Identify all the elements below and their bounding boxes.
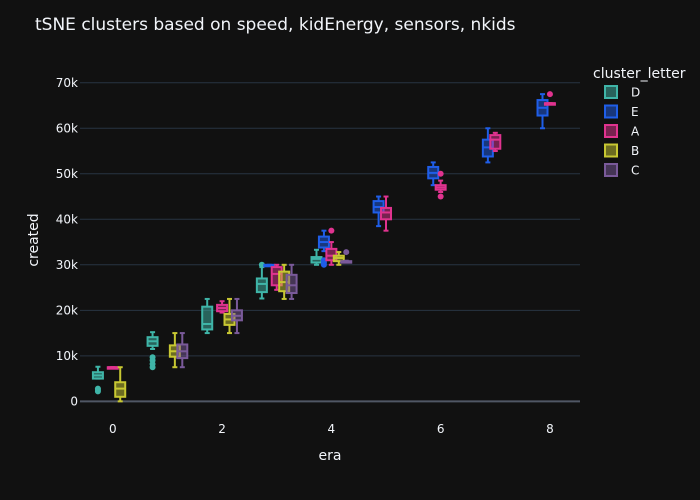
x-axis-title: era (319, 448, 342, 464)
box-A-era-4 (325, 227, 338, 266)
box-A-era-7 (489, 131, 502, 153)
box-C-era-4 (340, 249, 353, 264)
outlier-point (437, 170, 444, 177)
legend-swatch (604, 85, 618, 99)
legend-title: cluster_letter (593, 66, 686, 82)
box-body (201, 305, 214, 331)
y-axis-ticks: 0 10k 20k 30k 40k 50k 60k 70k (56, 76, 78, 409)
box-D-era-4 (310, 248, 323, 266)
x-tick-label: 4 (328, 422, 336, 436)
y-tick-label: 60k (56, 121, 78, 135)
box-E-era-6 (427, 161, 440, 187)
outlier-point (343, 249, 350, 256)
y-tick-label: 30k (56, 258, 78, 272)
y-tick-label: 10k (56, 349, 78, 363)
box-D-era-3 (255, 261, 268, 300)
chart-title: tSNE clusters based on speed, kidEnergy,… (35, 15, 516, 35)
x-tick-label: 2 (218, 422, 226, 436)
legend-item-D[interactable]: D (604, 85, 640, 100)
box-body (489, 134, 502, 150)
box-E-era-5 (372, 195, 385, 228)
legend-swatch (604, 104, 618, 119)
legend-label: D (631, 86, 640, 100)
x-tick-label: 0 (109, 422, 117, 436)
box-A-era-2 (216, 300, 229, 314)
y-tick-label: 20k (56, 303, 78, 317)
box-C-era-3 (285, 263, 298, 300)
legend-item-C[interactable]: C (604, 163, 639, 178)
y-tick-label: 70k (56, 76, 78, 90)
box-A-era-8 (543, 91, 556, 106)
outlier-point (149, 354, 156, 361)
box-body (255, 277, 268, 294)
legend-swatch (604, 124, 618, 138)
grid-lines (80, 82, 580, 403)
legend-label: A (631, 125, 640, 139)
box-body (285, 273, 298, 295)
box-E-era-3 (263, 263, 276, 268)
x-tick-label: 8 (546, 422, 554, 436)
box-B-era-0 (114, 366, 127, 403)
x-tick-label: 6 (437, 422, 445, 436)
legend-label: C (631, 164, 639, 178)
y-tick-label: 40k (56, 212, 78, 226)
box-B-era-4 (332, 251, 345, 266)
box-plots (91, 91, 556, 403)
box-body (325, 247, 338, 262)
y-tick-label: 0 (70, 394, 78, 408)
legend-item-E[interactable]: E (604, 104, 639, 119)
box-A-era-0 (106, 366, 119, 370)
box-A-era-5 (380, 195, 393, 232)
outlier-point (328, 227, 335, 234)
box-D-era-1 (146, 331, 159, 371)
box-body (380, 206, 393, 221)
legend-item-A[interactable]: A (604, 124, 640, 139)
legend-swatch (604, 163, 618, 177)
legend-swatch (604, 143, 618, 158)
legend-item-B[interactable]: B (604, 143, 639, 158)
box-A-era-6 (434, 170, 447, 200)
x-axis-ticks: 0 2 4 6 8 (109, 422, 554, 436)
outlier-point (94, 385, 101, 392)
legend-label: B (631, 144, 639, 158)
y-tick-label: 50k (56, 167, 78, 181)
y-axis-title: created (26, 213, 42, 266)
outlier-point (546, 91, 553, 98)
box-D-era-0 (91, 365, 104, 395)
outlier-point (437, 193, 444, 200)
legend-label: E (631, 105, 639, 119)
box-E-era-8 (536, 93, 549, 130)
box-D-era-2 (201, 297, 214, 335)
box-C-era-1 (176, 332, 189, 369)
box-C-era-2 (230, 297, 243, 335)
